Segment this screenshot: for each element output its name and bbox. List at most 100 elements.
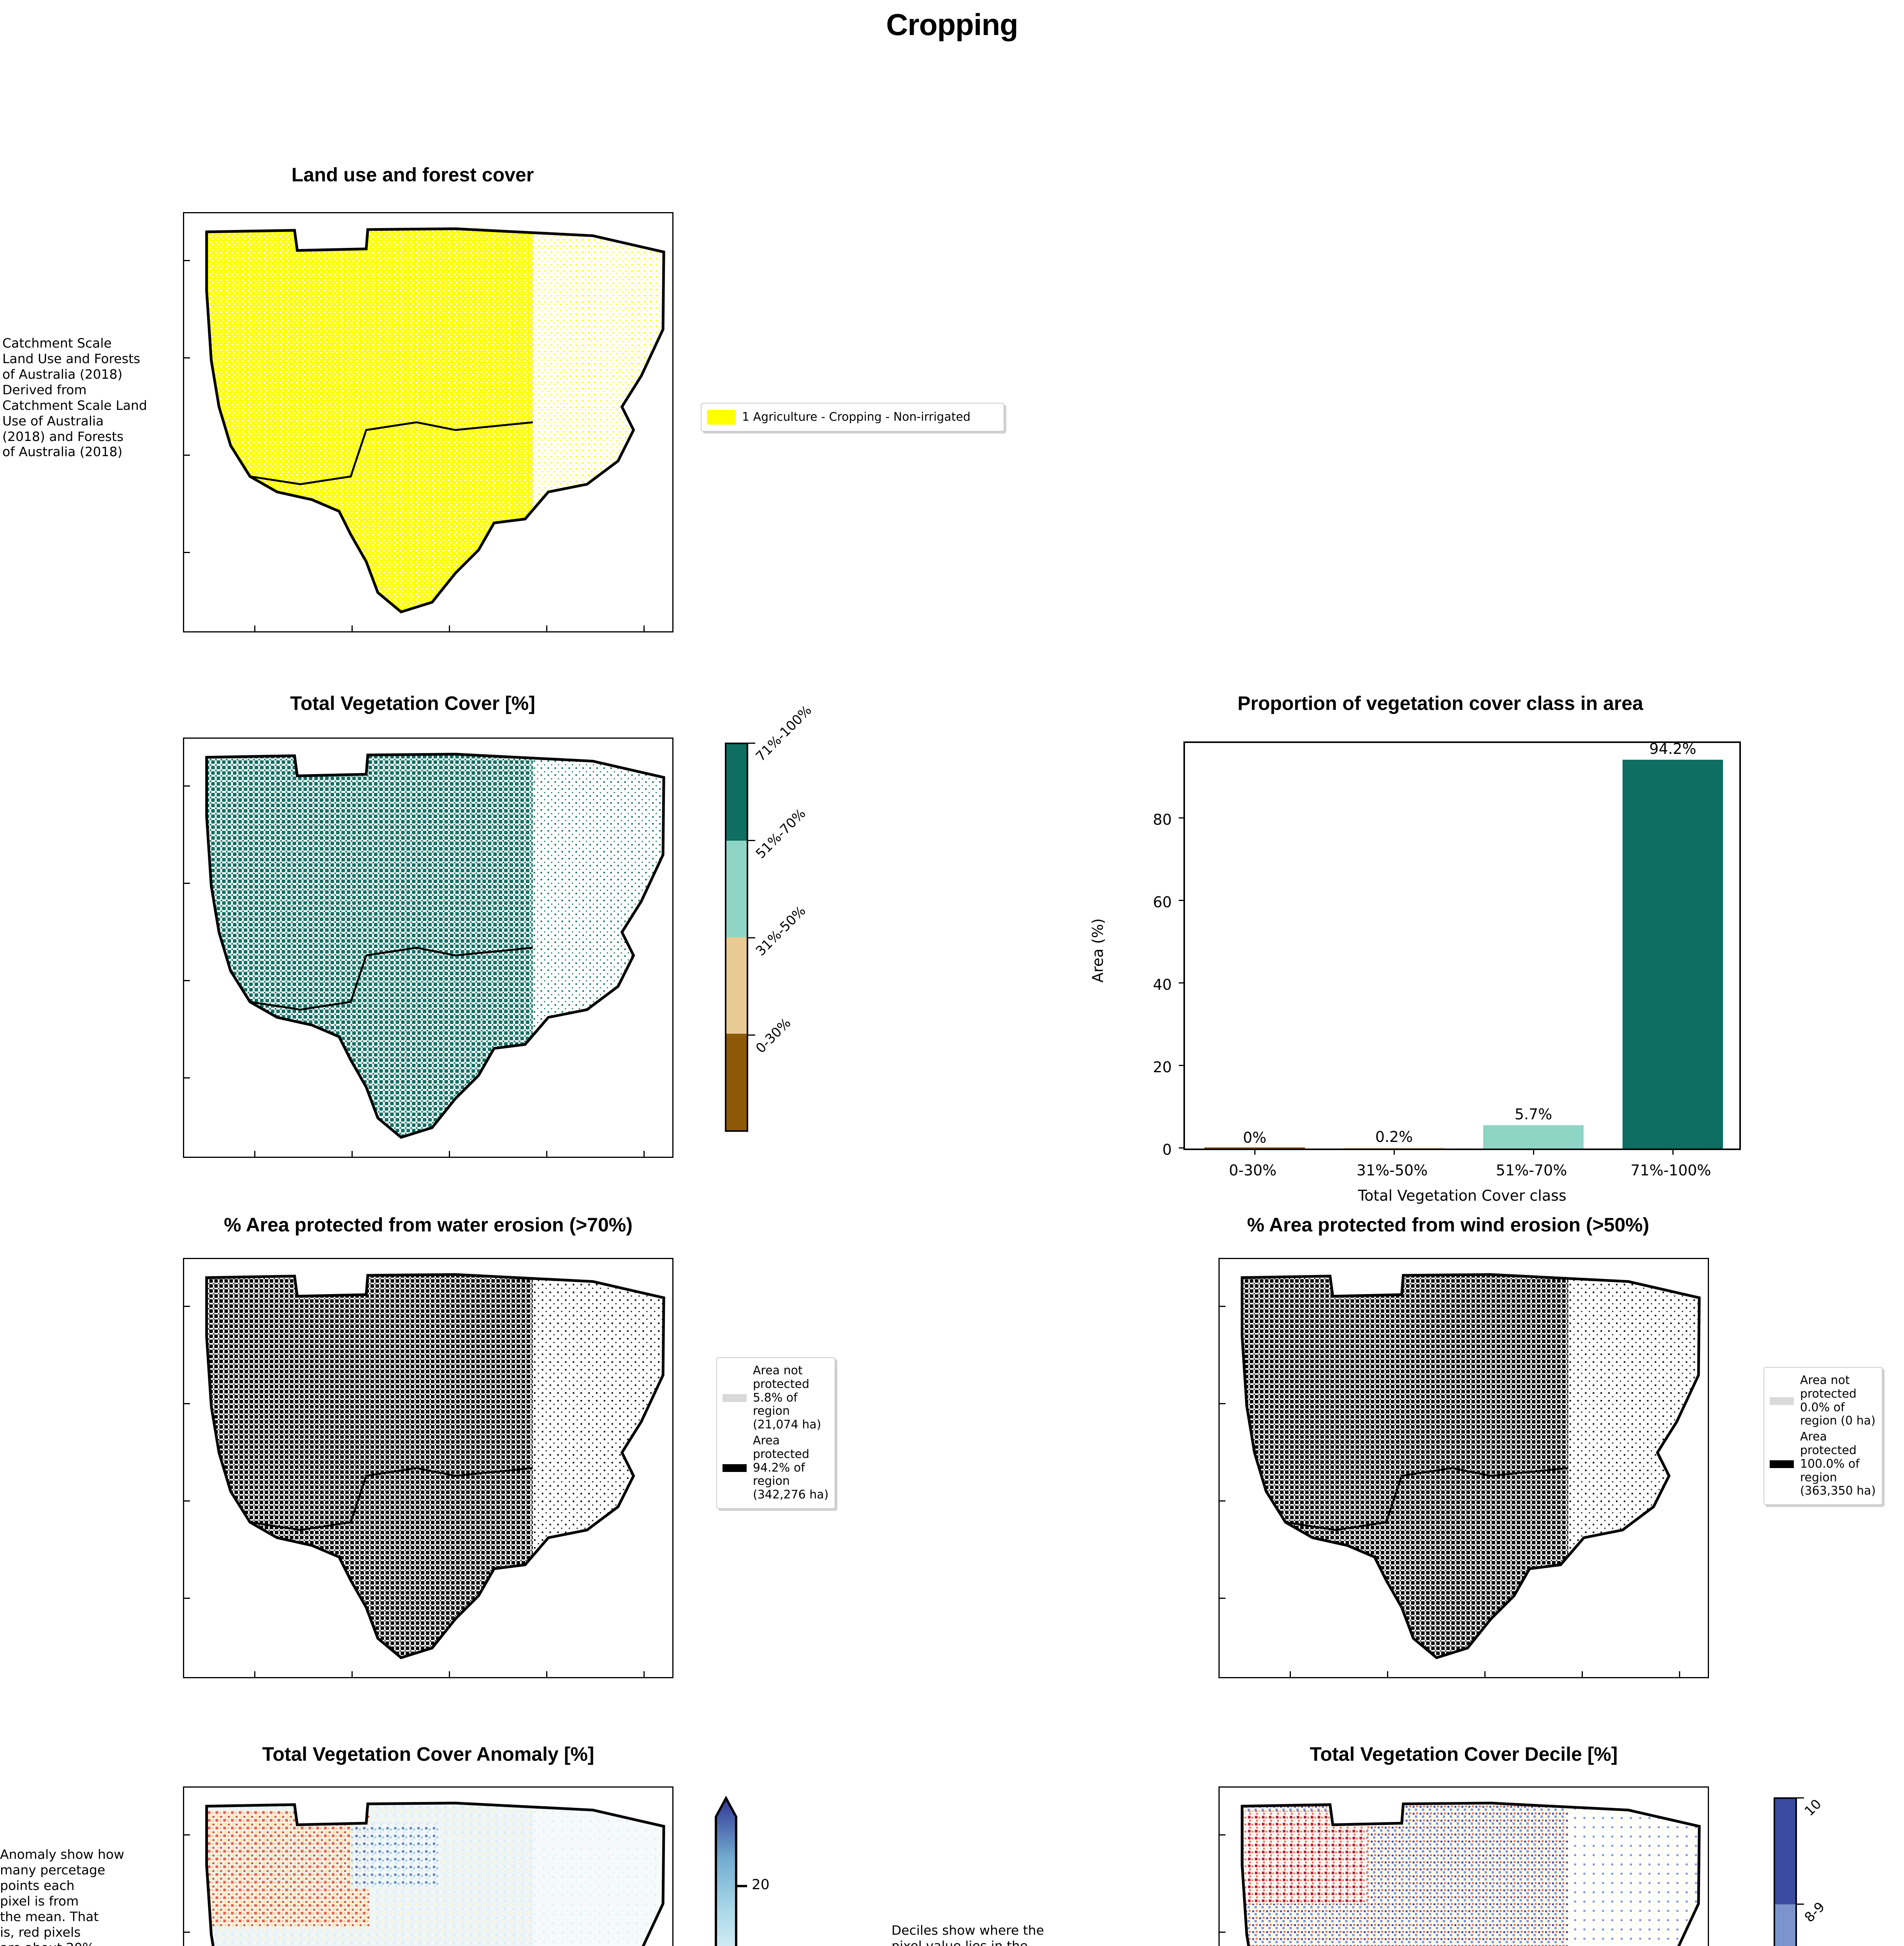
map-tick <box>1220 1598 1225 1599</box>
wind-erosion-map[interactable] <box>1218 1258 1709 1678</box>
map-tick <box>184 883 190 884</box>
cbar-tick <box>1797 1904 1804 1905</box>
bar-71-100[interactable] <box>1623 760 1723 1149</box>
map-tick <box>1220 1306 1225 1307</box>
water-erosion-map[interactable] <box>183 1258 673 1678</box>
water-erosion-legend[interactable]: Area not protected 5.8% of region (21,07… <box>716 1357 835 1509</box>
map-tick <box>1220 1403 1225 1404</box>
x-tick-label: 0-30% <box>1229 1162 1277 1179</box>
y-tick <box>1179 1065 1185 1066</box>
map-tick <box>184 357 190 358</box>
veg-cover-colorbar[interactable]: 71%-100% 51%-70% 31%-50% 0-30% <box>725 703 815 1132</box>
y-tick-label: 0 <box>1162 1141 1172 1158</box>
map-tick <box>449 1151 450 1157</box>
land-use-source-note: Catchment Scale Land Use and Forests of … <box>2 335 147 460</box>
wind-erosion-legend[interactable]: Area not protected 0.0% of region (0 ha)… <box>1763 1367 1883 1505</box>
map-tick <box>184 785 190 787</box>
y-tick-label: 80 <box>1153 811 1172 828</box>
bar-value-label: 0% <box>1243 1129 1267 1146</box>
veg-cover-catchment-shape <box>184 739 672 1157</box>
cbar-label: 10 <box>1801 1796 1825 1820</box>
legend-item-label: Area protected 100.0% of region (363,350… <box>1800 1430 1876 1498</box>
map-tick <box>643 1671 645 1677</box>
page-title: Cropping <box>886 7 1018 42</box>
cbar-tick <box>748 840 755 841</box>
map-tick <box>546 1671 547 1677</box>
map-tick <box>643 1151 645 1157</box>
y-tick-label: 40 <box>1153 976 1172 993</box>
map-tick <box>1387 1671 1388 1677</box>
decile-colorbar[interactable]: 10 8-9 4-7 2-3 1 <box>1774 1796 1828 1946</box>
map-tick <box>546 625 547 631</box>
cbar-tick <box>748 1034 755 1036</box>
legend-item: Area not protected 5.8% of region (21,07… <box>723 1364 829 1432</box>
map-tick <box>184 1306 190 1307</box>
y-tick-label: 60 <box>1153 894 1172 911</box>
bar-0-30[interactable] <box>1204 1147 1305 1149</box>
land-use-catchment-shape <box>184 213 672 631</box>
land-use-map[interactable] <box>183 212 673 632</box>
area-protected-swatch <box>723 1464 747 1472</box>
map-tick <box>184 552 190 553</box>
land-use-panel-title: Land use and forest cover <box>291 164 534 186</box>
map-tick <box>1582 1671 1583 1677</box>
map-tick <box>449 1671 450 1677</box>
cbar-segment-71-100 <box>726 744 747 841</box>
map-tick <box>184 1598 190 1599</box>
decile-catchment-shape <box>1220 1788 1708 1946</box>
map-tick <box>1220 1932 1225 1933</box>
cbar-segment-10 <box>1775 1799 1795 1904</box>
map-tick <box>184 455 190 456</box>
legend-item-label: Area not protected 0.0% of region (0 ha) <box>1800 1373 1876 1428</box>
bar-value-label: 5.7% <box>1514 1106 1552 1123</box>
cbar-label: 31%-50% <box>752 903 809 959</box>
cbar-label: 71%-100% <box>752 703 815 765</box>
veg-cover-map[interactable] <box>183 738 673 1158</box>
decile-map[interactable] <box>1218 1786 1709 1946</box>
bar-chart-plot-area[interactable]: 0% 0.2% 5.7% 94.2% <box>1179 740 1741 1155</box>
cbar-tick <box>1797 1797 1804 1798</box>
map-tick <box>184 1403 190 1404</box>
y-tick <box>1179 900 1185 901</box>
y-tick <box>1179 982 1185 984</box>
bar-51-70[interactable] <box>1483 1125 1584 1149</box>
legend-item: Area protected 100.0% of region (363,350… <box>1770 1430 1876 1498</box>
legend-item: 1 Agriculture - Cropping - Non-irrigated <box>707 410 998 425</box>
bar-value-label: 0.2% <box>1375 1128 1413 1145</box>
map-tick <box>546 1151 547 1157</box>
map-tick <box>1290 1671 1291 1677</box>
map-tick <box>449 625 450 631</box>
anomaly-map[interactable] <box>183 1786 673 1946</box>
legend-item-label: Area protected 94.2% of region (342,276 … <box>753 1433 829 1502</box>
x-tick <box>1394 1149 1395 1155</box>
water-erosion-panel-title: % Area protected from water erosion (>70… <box>224 1214 633 1236</box>
bar-chart-x-axis-title: Total Vegetation Cover class <box>1358 1187 1566 1204</box>
map-tick <box>184 1932 190 1933</box>
legend-item: Area protected 94.2% of region (342,276 … <box>723 1434 829 1502</box>
cbar-tick <box>748 743 755 744</box>
map-tick <box>1484 1671 1486 1677</box>
x-tick-label: 71%-100% <box>1630 1162 1711 1179</box>
bar-chart-y-axis-title: Area (%) <box>1089 918 1106 983</box>
map-tick <box>352 1151 353 1157</box>
crop-color-swatch <box>707 410 736 425</box>
decile-explainer-note: Deciles show where the pixel value lies … <box>891 1923 1044 1946</box>
cbar-tick <box>748 937 755 938</box>
bar-chart-title: Proportion of vegetation cover class in … <box>1238 692 1643 714</box>
map-tick <box>352 1671 353 1677</box>
water-erosion-catchment-shape <box>184 1259 672 1677</box>
y-tick <box>1179 817 1185 818</box>
land-use-legend[interactable]: 1 Agriculture - Cropping - Non-irrigated <box>701 403 1004 432</box>
anomaly-panel-title: Total Vegetation Cover Anomaly [%] <box>262 1743 594 1765</box>
map-tick <box>1220 1500 1225 1502</box>
x-tick <box>1533 1149 1534 1155</box>
map-tick <box>1220 1834 1225 1835</box>
anomaly-colorbar[interactable]: 20 10 0 −10 −20 <box>714 1794 770 1946</box>
wind-erosion-catchment-shape <box>1220 1259 1708 1677</box>
area-not-protected-swatch <box>1770 1397 1794 1405</box>
bar-31-50[interactable] <box>1344 1147 1444 1149</box>
anomaly-explainer-note: Anomaly show how many percetage points e… <box>0 1847 125 1946</box>
y-tick <box>1179 1147 1185 1149</box>
map-tick <box>254 1151 255 1157</box>
cbar-segment-31-50 <box>726 937 747 1034</box>
